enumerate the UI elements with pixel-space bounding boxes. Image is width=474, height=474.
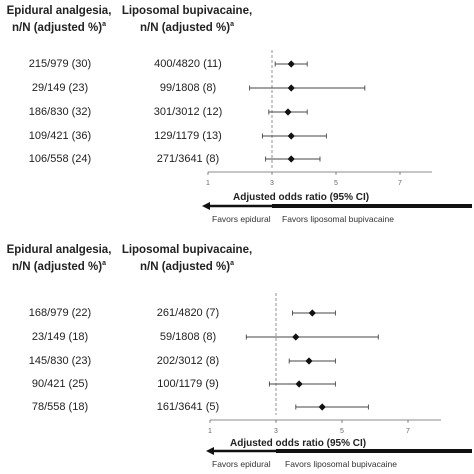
odds-ratio-marker bbox=[287, 60, 295, 68]
epidural-header-line1: Epidural analgesia, bbox=[6, 5, 112, 17]
x-tick-label: 3 bbox=[274, 428, 278, 435]
epidural-cell: 186/830 (32) bbox=[28, 106, 92, 118]
epidural-cell: 23/149 (18) bbox=[31, 331, 89, 343]
epidural-header-footnote: a bbox=[102, 21, 106, 28]
favors-liposomal-label: Favors liposomal bupivacaine bbox=[282, 214, 394, 224]
odds-ratio-marker bbox=[305, 357, 313, 365]
axis-caption: Adjusted odds ratio (95% CI) bbox=[233, 192, 370, 203]
epidural-cell: 29/149 (23) bbox=[31, 82, 89, 94]
odds-ratio-marker bbox=[308, 309, 316, 317]
odds-ratio-marker bbox=[318, 403, 326, 411]
x-tick-label: 5 bbox=[334, 180, 338, 187]
liposomal-header-line2: n/N (adjusted %) bbox=[140, 260, 231, 273]
favors-liposomal-label: Favors liposomal bupivacaine bbox=[285, 459, 397, 469]
liposomal-cell: 99/1808 (8) bbox=[159, 82, 217, 94]
liposomal-header-line1: Liposomal bupivacaine, bbox=[121, 244, 253, 256]
odds-ratio-marker bbox=[287, 132, 295, 140]
liposomal-cell: 129/1179 (13) bbox=[154, 130, 222, 142]
epidural-header-footnote: a bbox=[102, 260, 106, 267]
forest-panel-1: Epidural analgesia, n/N (adjusted %)a Li… bbox=[2, 4, 472, 224]
liposomal-cell: 301/3012 (12) bbox=[153, 106, 223, 118]
x-tick-label: 1 bbox=[206, 180, 210, 187]
liposomal-cell: 202/3012 (8) bbox=[156, 355, 220, 367]
epidural-header-line1: Epidural analgesia, bbox=[6, 244, 112, 256]
odds-ratio-marker bbox=[292, 333, 300, 341]
liposomal-cell: 400/4820 (11) bbox=[154, 58, 222, 70]
liposomal-column-header: Liposomal bupivacaine, n/N (adjusted %)a bbox=[120, 4, 254, 35]
epidural-header-line2: n/N (adjusted %) bbox=[12, 21, 103, 34]
epidural-header-line2: n/N (adjusted %) bbox=[12, 260, 103, 273]
x-tick-label: 7 bbox=[398, 180, 402, 187]
epidural-cell: 145/830 (23) bbox=[28, 355, 92, 367]
favors-epidural-label: Favors epidural bbox=[212, 214, 271, 224]
liposomal-cell: 59/1808 (8) bbox=[159, 331, 217, 343]
liposomal-cell: 161/3641 (5) bbox=[156, 401, 220, 413]
x-tick-label: 3 bbox=[270, 180, 274, 187]
liposomal-cell: 271/3641 (8) bbox=[156, 153, 220, 165]
favors-epidural-label: Favors epidural bbox=[212, 459, 271, 469]
forest-plot-area: 1 3 5 7 bbox=[206, 293, 472, 455]
liposomal-header-footnote: a bbox=[230, 260, 234, 267]
forest-plot-area: 1 3 5 7 bbox=[202, 50, 472, 210]
axis-caption: Adjusted odds ratio (95% CI) bbox=[230, 438, 367, 449]
x-tick-label: 5 bbox=[340, 428, 344, 435]
liposomal-header-line1: Liposomal bupivacaine, bbox=[121, 5, 253, 17]
epidural-cell: 215/979 (30) bbox=[28, 58, 92, 70]
x-tick-label: 7 bbox=[406, 428, 410, 435]
epidural-cell: 90/421 (25) bbox=[31, 378, 89, 390]
epidural-column-header: Epidural analgesia, n/N (adjusted %)a bbox=[2, 243, 116, 274]
odds-ratio-marker bbox=[284, 108, 292, 116]
epidural-cell: 78/558 (18) bbox=[31, 401, 89, 413]
liposomal-header-line2: n/N (adjusted %) bbox=[140, 21, 231, 34]
liposomal-header-footnote: a bbox=[230, 21, 234, 28]
favors-epidural-arrowhead bbox=[206, 447, 214, 455]
odds-ratio-marker bbox=[287, 155, 295, 163]
favors-epidural-arrowhead bbox=[202, 202, 210, 210]
epidural-cell: 168/979 (22) bbox=[28, 307, 92, 319]
liposomal-column-header: Liposomal bupivacaine, n/N (adjusted %)a bbox=[120, 243, 254, 274]
x-tick-label: 1 bbox=[208, 428, 212, 435]
forest-panel-2: Epidural analgesia, n/N (adjusted %)a Li… bbox=[0, 237, 474, 474]
odds-ratio-marker bbox=[295, 380, 303, 388]
odds-ratio-marker bbox=[287, 84, 295, 92]
epidural-cell: 106/558 (24) bbox=[28, 153, 92, 165]
liposomal-cell: 261/4820 (7) bbox=[156, 307, 220, 319]
epidural-cell: 109/421 (36) bbox=[28, 130, 92, 142]
epidural-column-header: Epidural analgesia, n/N (adjusted %)a bbox=[2, 4, 116, 35]
liposomal-cell: 100/1179 (9) bbox=[157, 378, 219, 390]
